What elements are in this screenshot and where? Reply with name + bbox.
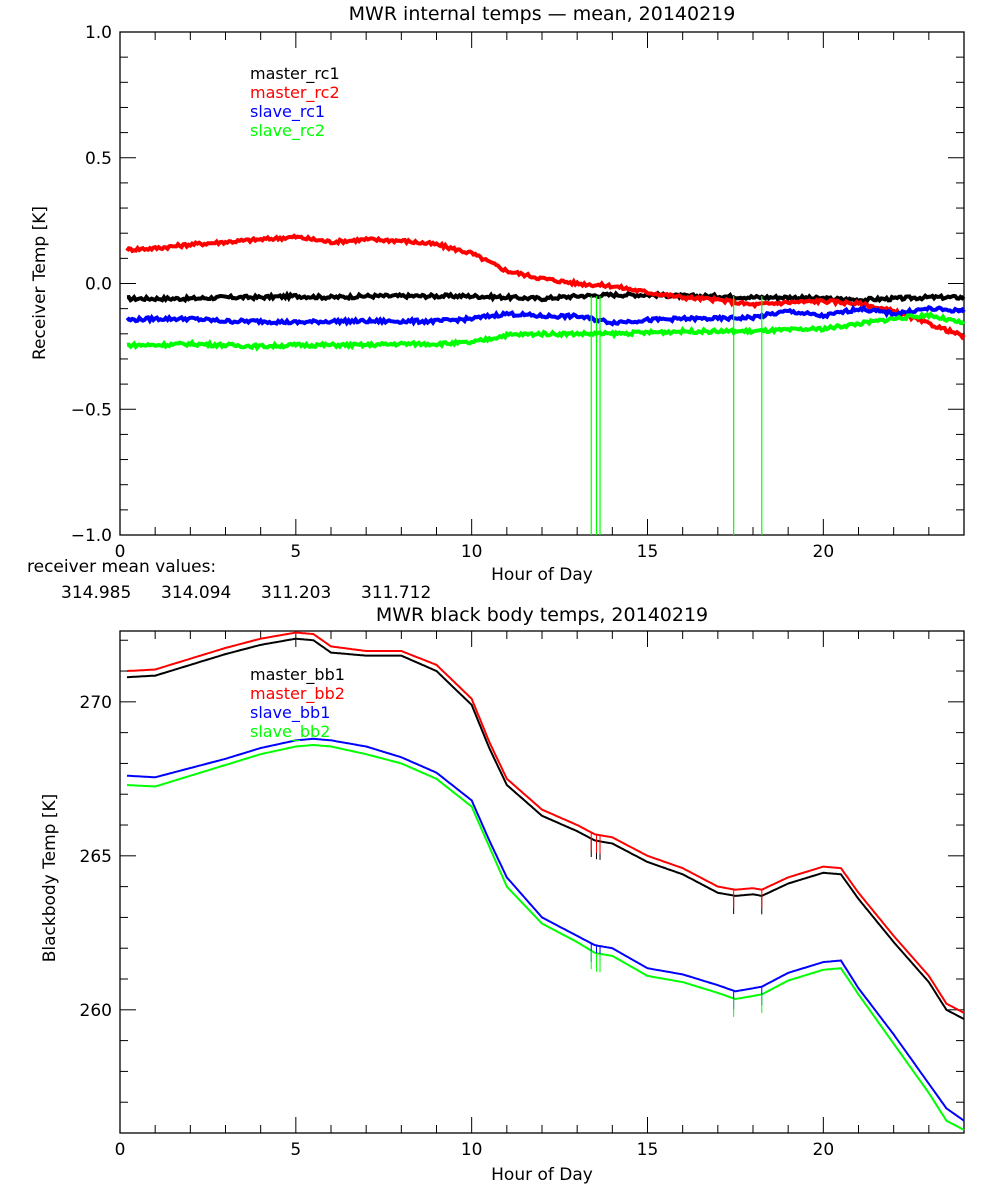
- mean-values-annotation: receiver mean values: 314.985 314.094 31…: [27, 557, 431, 603]
- y-tick-label: 1.0: [85, 23, 112, 43]
- mean-value: 314.985: [61, 583, 131, 603]
- blackbody-temp-chart: MWR black body temps, 20140219 0 5 10 15 20 2…: [40, 604, 965, 1185]
- receiver-temp-chart: MWR internal temps — mean, 20140219 0 5 10…: [27, 3, 966, 603]
- legend-entry: master_bb2: [250, 684, 345, 704]
- x-axis-label: Hour of Day: [491, 1165, 593, 1185]
- legend: master_bb1 master_bb2 slave_bb1 slave_bb…: [250, 665, 345, 742]
- x-tick-label: 10: [461, 542, 483, 562]
- y-axis-label: Blackbody Temp [K]: [40, 794, 60, 963]
- plot-frame: [119, 630, 965, 1134]
- legend-entry: master_rc2: [250, 83, 340, 103]
- series-line-slave_rc1: [125, 304, 966, 327]
- chart-title: MWR black body temps, 20140219: [376, 604, 708, 626]
- x-tick-label: 15: [637, 542, 659, 562]
- x-tick-label: 10: [461, 1140, 483, 1160]
- legend: master_rc1 master_rc2 slave_rc1 slave_rc…: [250, 64, 340, 141]
- legend-entry: slave_rc1: [250, 102, 325, 122]
- x-tick-label: 20: [813, 542, 835, 562]
- y-tick-label: 260: [80, 1001, 112, 1021]
- axis-ticks: 0 5 10 15 20 260 265 270: [80, 631, 965, 1160]
- x-tick-label: 5: [290, 1140, 301, 1160]
- series-line-master_bb1: [126, 637, 965, 1020]
- x-tick-label: 5: [290, 542, 301, 562]
- x-axis-label: Hour of Day: [491, 565, 593, 585]
- x-tick-label: 0: [115, 542, 126, 562]
- y-tick-label: 270: [80, 693, 112, 713]
- y-tick-label: −0.5: [71, 400, 112, 420]
- x-tick-label: 20: [813, 1140, 835, 1160]
- series-line-slave_bb1: [126, 737, 965, 1122]
- legend-entry: slave_bb2: [250, 722, 330, 742]
- chart-title: MWR internal temps — mean, 20140219: [349, 3, 736, 25]
- legend-entry: master_bb1: [250, 665, 345, 685]
- mean-value: 314.094: [161, 583, 231, 603]
- series-line-slave_rc2: [126, 311, 966, 352]
- mean-values-caption: receiver mean values:: [27, 557, 216, 577]
- mean-value: 311.712: [361, 583, 431, 603]
- y-axis-label: Receiver Temp [K]: [30, 206, 50, 360]
- series-line-slave_bb2: [126, 743, 965, 1131]
- legend-entry: slave_bb1: [250, 703, 330, 723]
- axis-ticks: 0 5 10 15 20 −1.0 −0.5 0.0 0.5 1.0: [71, 23, 965, 562]
- plot-frame: [119, 31, 965, 536]
- y-tick-label: 0.0: [85, 275, 112, 295]
- legend-entry: slave_rc2: [250, 121, 325, 141]
- y-tick-label: 265: [80, 847, 112, 867]
- legend-entry: master_rc1: [250, 64, 340, 84]
- y-tick-label: 0.5: [85, 149, 112, 169]
- y-tick-label: −1.0: [71, 526, 112, 546]
- x-tick-label: 15: [637, 1140, 659, 1160]
- series-group: [126, 631, 965, 1131]
- x-tick-label: 0: [115, 1140, 126, 1160]
- mean-value: 311.203: [261, 583, 331, 603]
- series-group: [125, 233, 966, 535]
- series-line-master_bb2: [126, 631, 965, 1014]
- series-line-master_rc2: [125, 233, 966, 341]
